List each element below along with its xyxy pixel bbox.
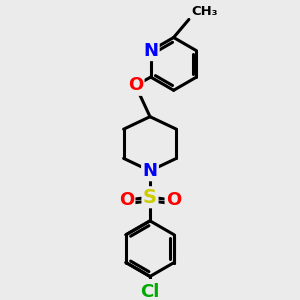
Text: O: O	[119, 191, 134, 209]
Text: N: N	[143, 42, 158, 60]
Text: O: O	[166, 191, 181, 209]
Text: O: O	[128, 76, 143, 94]
Text: S: S	[143, 188, 157, 207]
Text: N: N	[142, 162, 158, 180]
Text: Cl: Cl	[140, 283, 160, 300]
Text: CH₃: CH₃	[191, 5, 218, 18]
